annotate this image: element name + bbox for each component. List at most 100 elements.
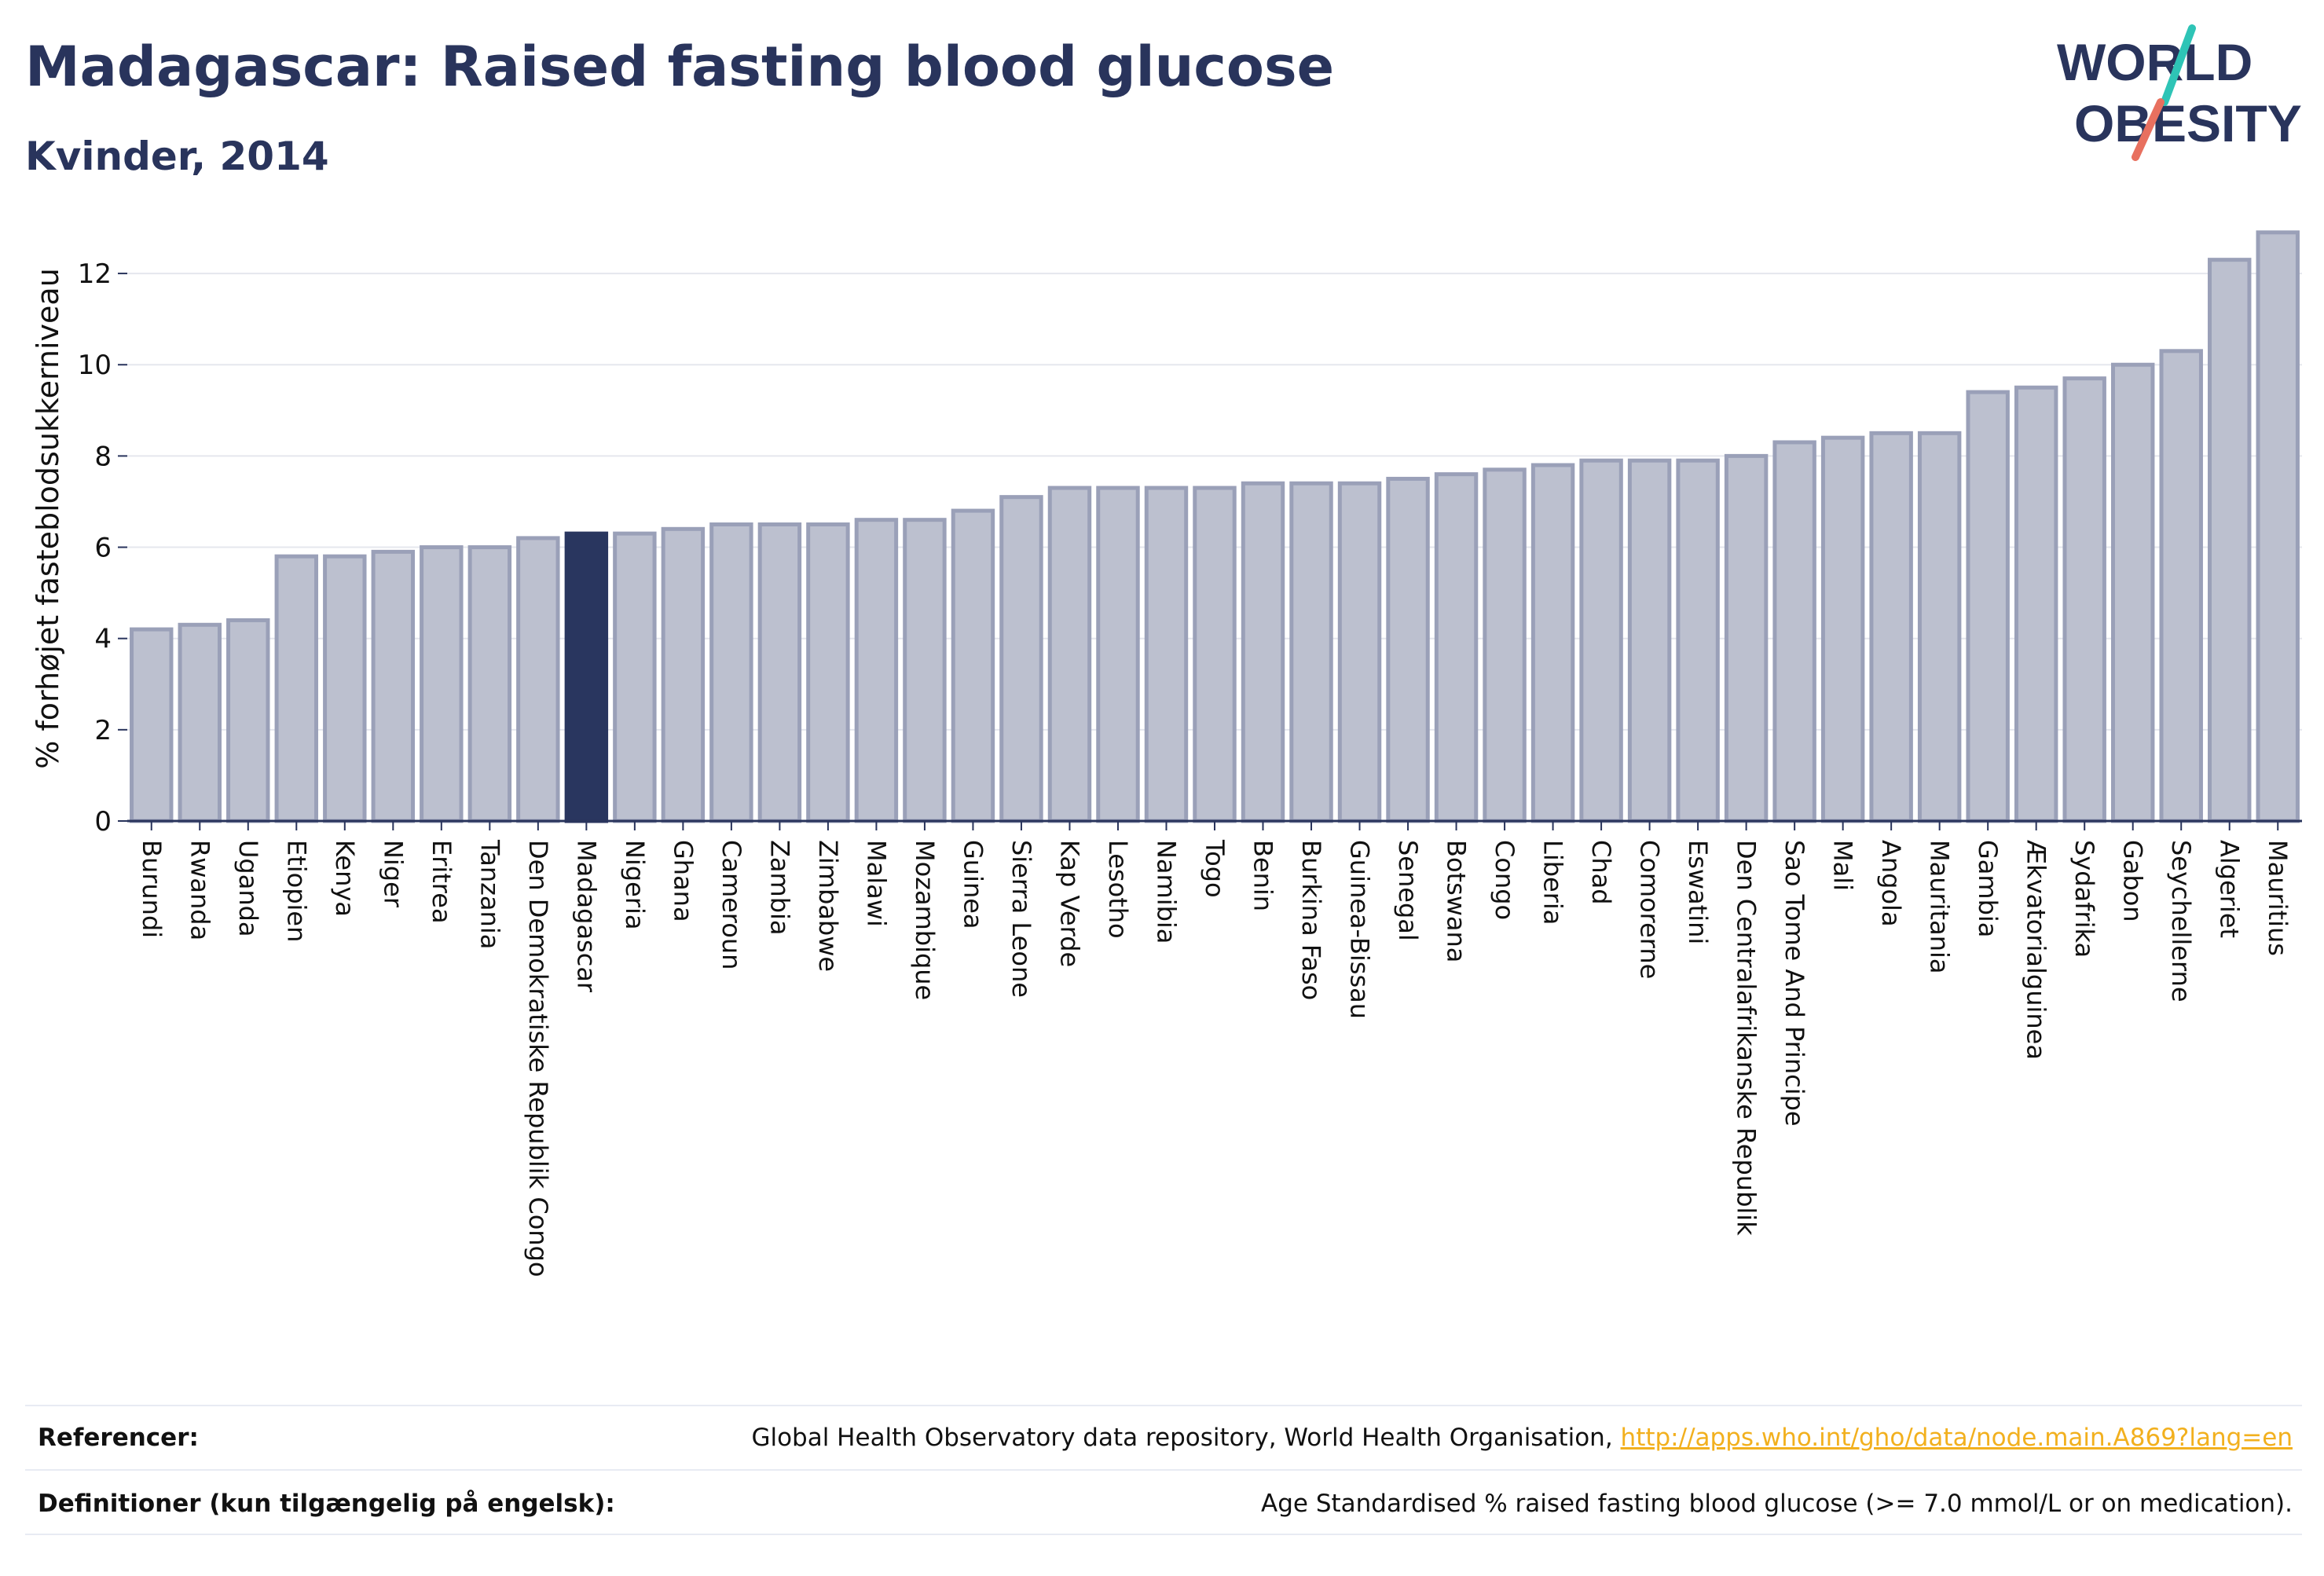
bar [1193, 486, 1237, 823]
references-label: Referencer: [38, 1424, 199, 1452]
x-tick-label: Sierra Leone [1006, 840, 1036, 998]
x-tick-label: Gambia [1973, 840, 2003, 937]
bar [178, 622, 222, 823]
bar [1724, 453, 1769, 823]
x-tick-label: Kap Verde [1054, 840, 1084, 967]
x-tick-label: Lesotho [1103, 840, 1133, 939]
bar [2256, 230, 2300, 823]
bar [1047, 486, 1092, 823]
x-tick-label: Den Demokratiske Republik Congo [523, 840, 553, 1277]
chart-subtitle: Kvinder, 2014 [25, 134, 329, 179]
bar-chart: 0 2 4 6 8 10 12 Burundi Rwanda Uganda Etiopien Ken… [31, 230, 2302, 1277]
definitions-value: Age Standardised % raised fasting blood … [1261, 1490, 2293, 1518]
bar [806, 522, 850, 823]
bar [1483, 467, 1527, 823]
x-tick-label: Cameroun [717, 840, 746, 969]
x-tick-label: Algeriet [2215, 840, 2245, 938]
bar [709, 522, 753, 823]
x-tick-label: Zimbabwe [813, 840, 843, 972]
x-tick-label: Guinea-Bissau [1345, 840, 1375, 1019]
x-tick-label: Niger [378, 840, 408, 908]
bar [274, 554, 319, 823]
bar [2159, 349, 2203, 823]
references-link[interactable]: http://apps.who.int/gho/data/node.main.A… [1620, 1424, 2293, 1452]
bar [1579, 458, 1623, 823]
x-tick-label: Seychellerne [2166, 840, 2196, 1002]
x-tick-label: Chad [1586, 840, 1616, 905]
footer-divider-bottom [25, 1534, 2302, 1535]
x-tick-label: Mozambique [910, 840, 940, 1000]
x-tick-label: Tanzania [475, 839, 504, 949]
x-tick-label: Eswatini [1683, 840, 1713, 944]
x-tick-label: Rwanda [185, 840, 214, 940]
x-axis-ticks: Burundi Rwanda Uganda Etiopien Kenya Niger Eri… [137, 821, 2293, 1277]
y-tick-label: 4 [94, 624, 112, 655]
y-tick-label: 8 [94, 441, 112, 472]
chart-title: Madagascar: Raised fasting blood glucose [25, 35, 1335, 99]
bar [1772, 440, 1816, 823]
bar [1530, 463, 1575, 823]
y-tick-label: 0 [94, 806, 112, 837]
bars [130, 230, 2300, 823]
y-axis-label: % forhøjet fasteblodsukkerniveau [31, 268, 65, 769]
x-tick-label: Uganda [233, 840, 263, 937]
references-text: Global Health Observatory data repositor… [751, 1424, 1621, 1452]
x-tick-label: Ækvatorialguinea [2022, 840, 2051, 1060]
x-tick-label: Gabon [2118, 840, 2148, 922]
bar [661, 526, 706, 823]
x-tick-label: Mauritius [2263, 840, 2293, 956]
bar [999, 495, 1043, 823]
bar [757, 522, 802, 823]
x-tick-label: Ghana [668, 840, 698, 922]
bar [2062, 376, 2106, 823]
x-tick-label: Congo [1490, 840, 1519, 920]
x-tick-label: Kenya [330, 840, 360, 917]
logo-slash-top [2161, 24, 2196, 106]
bar [226, 618, 270, 823]
logo-slash-bottom [2132, 98, 2165, 161]
x-tick-label: Burundi [137, 840, 167, 938]
x-tick-label: Comorerne [1635, 840, 1665, 979]
y-tick-label: 2 [94, 715, 112, 746]
x-tick-label: Nigeria [620, 840, 650, 929]
y-tick-label: 12 [78, 258, 112, 290]
x-tick-label: Eritrea [427, 840, 456, 924]
bar [1627, 458, 1672, 823]
bar [1241, 481, 1285, 823]
bar [323, 554, 367, 823]
bar [613, 531, 657, 823]
bar [1676, 458, 1720, 823]
bar [1917, 431, 1962, 823]
bar [1966, 390, 2010, 823]
bar [1820, 435, 1865, 823]
x-tick-label: Madagascar [571, 840, 601, 993]
bar [1386, 476, 1430, 823]
x-tick-label: Togo [1200, 839, 1230, 898]
x-tick-label: Sydafrika [2069, 840, 2099, 958]
bar [903, 518, 947, 823]
x-tick-label: Senegal [1393, 840, 1423, 941]
y-tick-label: 10 [78, 350, 112, 381]
logo-text-obesity: OBESITY [2074, 94, 2302, 152]
bar [1869, 431, 1913, 823]
bar [2208, 258, 2252, 823]
x-tick-label: Guinea [958, 840, 988, 929]
x-tick-label: Benin [1248, 840, 1278, 911]
bar [467, 545, 512, 823]
logo-text-world: WORLD [2057, 33, 2253, 91]
footer-divider-top [25, 1405, 2302, 1406]
bar [420, 545, 464, 823]
x-tick-label: Angola [1876, 840, 1906, 927]
footer-divider-middle [25, 1469, 2302, 1471]
bar [130, 627, 174, 823]
x-tick-label: Botswana [1442, 840, 1472, 962]
bar-highlighted [564, 531, 609, 823]
references-value: Global Health Observatory data repositor… [751, 1424, 2293, 1452]
bar [951, 508, 995, 823]
bar [2110, 362, 2155, 823]
definitions-label: Definitioner (kun tilgængelig på engelsk… [38, 1490, 615, 1518]
bar [516, 536, 560, 823]
bar [1144, 486, 1189, 823]
x-tick-label: Etiopien [281, 840, 311, 942]
x-tick-label: Mali [1828, 840, 1858, 891]
